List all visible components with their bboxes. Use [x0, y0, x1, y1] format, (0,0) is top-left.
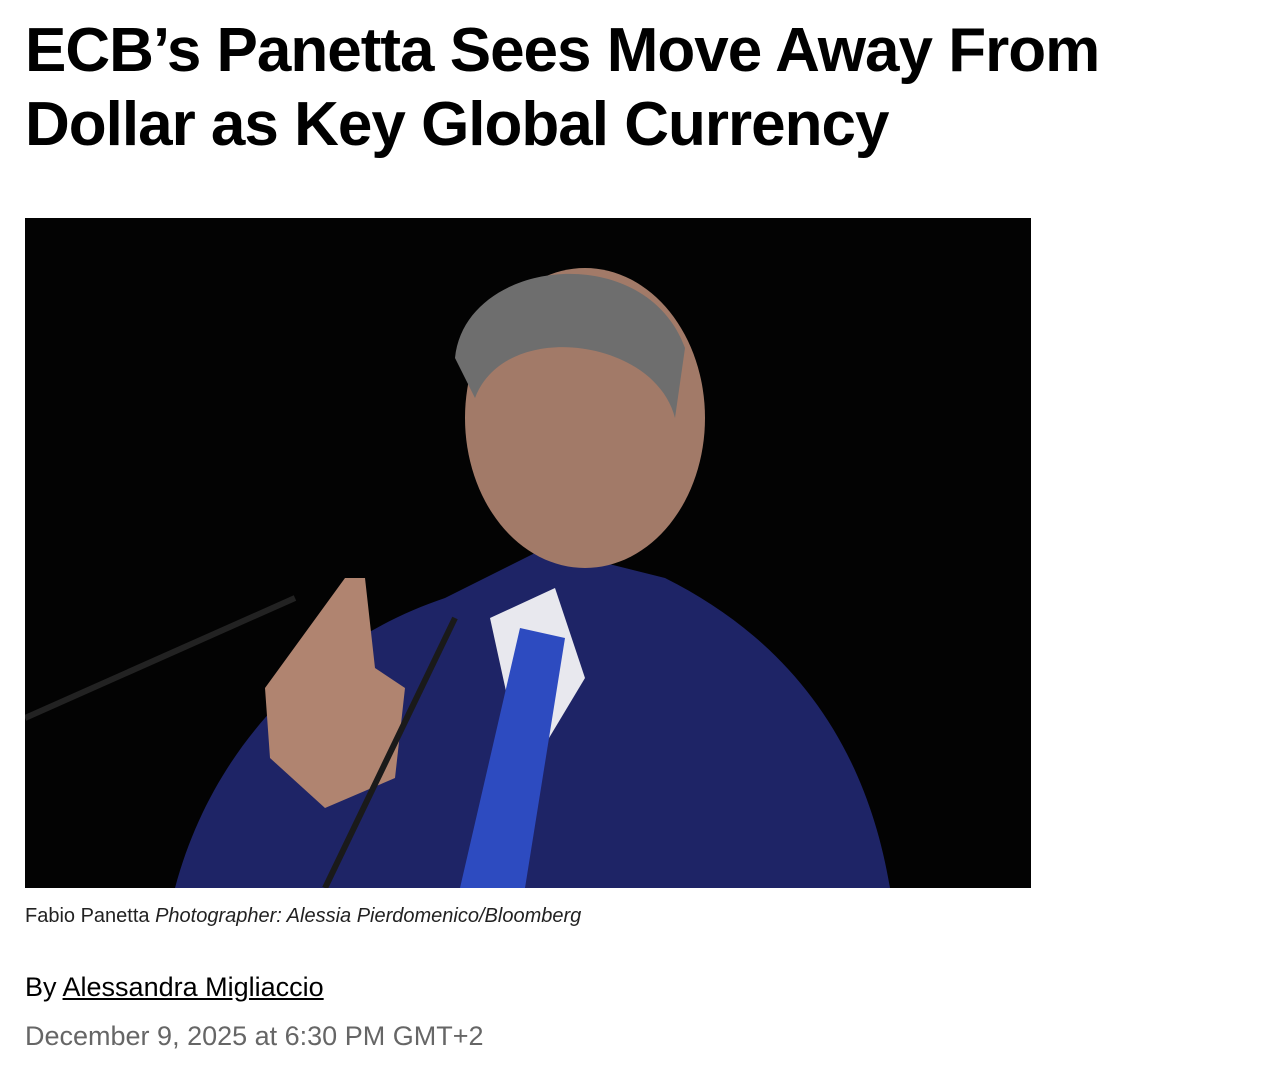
author-link[interactable]: Alessandra Migliaccio: [62, 972, 324, 1002]
photo-caption: Fabio Panetta Photographer: Alessia Pier…: [25, 905, 581, 928]
byline-prefix: By: [25, 972, 57, 1002]
photo-illustration: [25, 218, 1031, 888]
caption-credit: Photographer: Alessia Pierdomenico/Bloom…: [155, 905, 582, 927]
publish-date: December 9, 2025 at 6:30 PM GMT+2: [25, 1021, 484, 1051]
caption-subject: Fabio Panetta: [25, 905, 150, 927]
headline: ECB’s Panetta Sees Move Away From Dollar…: [25, 16, 1100, 159]
article-photo: [25, 218, 1031, 888]
byline: By Alessandra Migliaccio: [25, 972, 324, 1003]
